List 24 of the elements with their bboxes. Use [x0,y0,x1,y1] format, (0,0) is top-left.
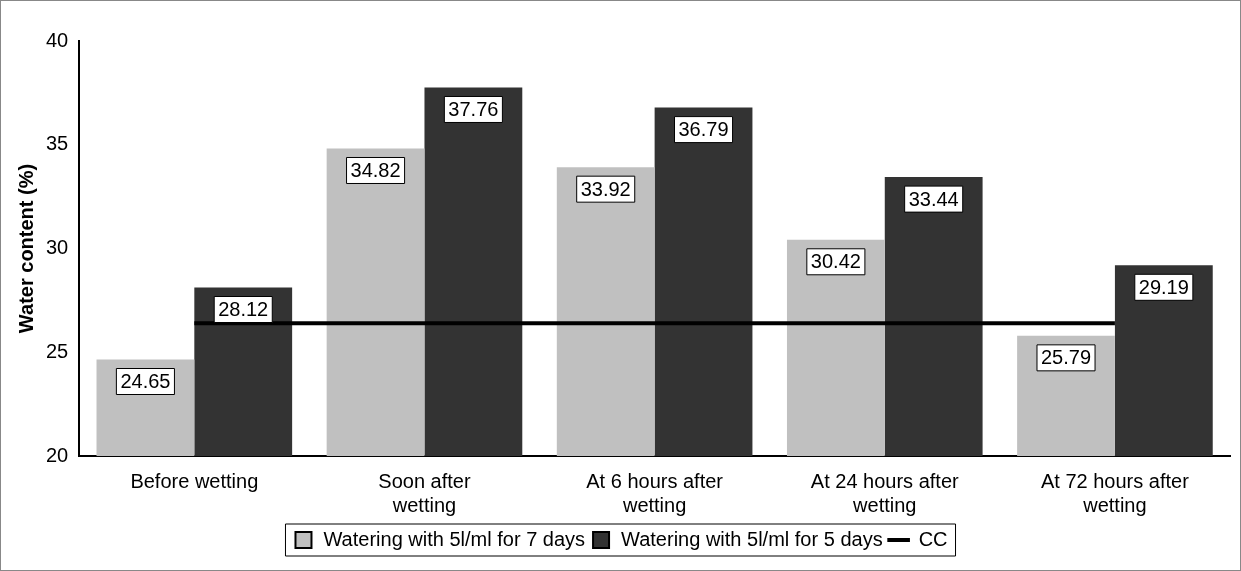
y-axis-title: Water content (%) [14,163,37,334]
legend-label: Watering with 5l/ml for 7 days [323,527,586,550]
x-tick-label: At 72 hours after wetting [1040,469,1190,516]
legend-label: CC [918,527,948,550]
data-label: 30.42 [810,250,861,273]
data-label: 24.65 [120,370,171,393]
data-label: 33.44 [908,187,959,210]
x-tick-label: Before wetting [130,469,259,492]
y-tick-label: 20 [46,443,69,466]
y-tick-label: 30 [46,236,69,259]
y-tick-label: 25 [46,339,69,362]
y-tick-label: 35 [46,132,69,155]
x-tick-label: Soon after wetting [378,469,471,516]
data-label: 37.76 [448,98,499,120]
data-label: 34.82 [350,159,401,181]
data-label: 28.12 [218,298,269,321]
data-label: 33.92 [580,177,631,200]
x-tick-label: At 24 hours after wetting [810,469,960,516]
x-tick-label: At 6 hours after wetting [586,469,724,516]
legend-label: Watering with 5l/ml for 5 days [621,527,883,550]
y-tick-label: 40 [46,28,69,51]
data-label: 29.19 [1138,275,1189,298]
data-label: 36.79 [678,118,729,141]
data-label: 25.79 [1040,346,1092,369]
